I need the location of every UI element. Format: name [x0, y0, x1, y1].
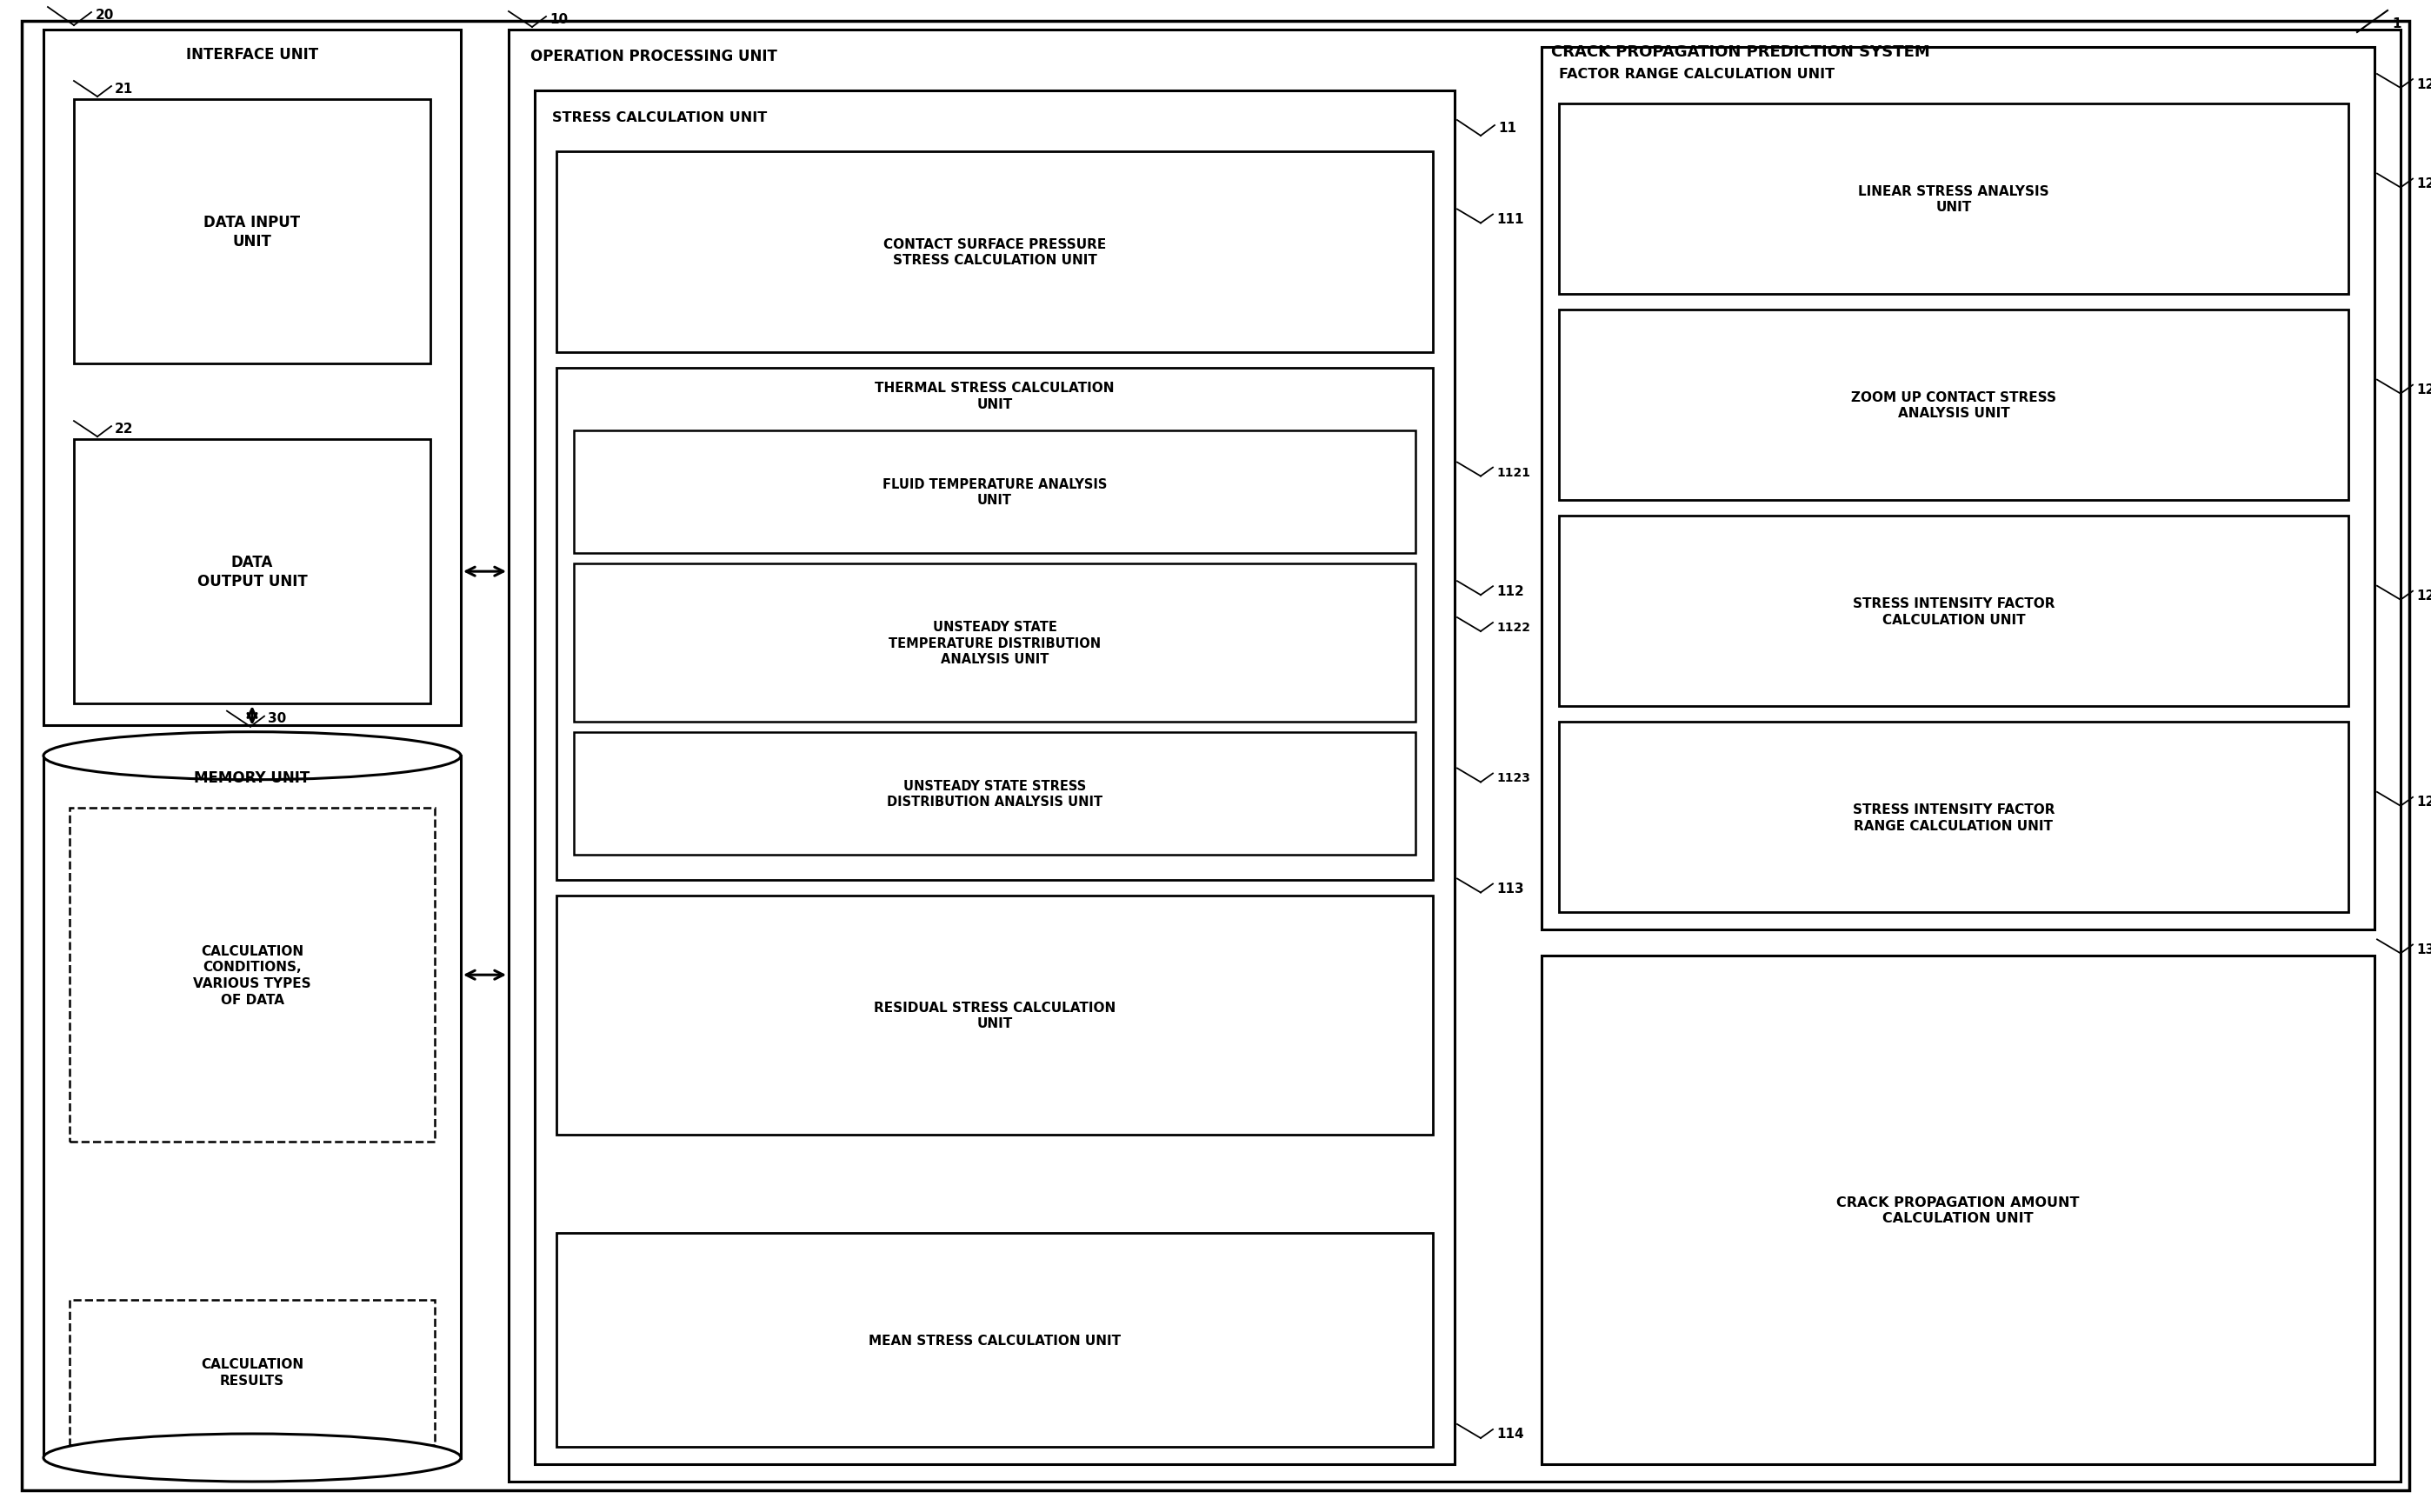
Text: 1122: 1122 — [1497, 621, 1529, 634]
Text: CALCULATION
RESULTS: CALCULATION RESULTS — [202, 1358, 304, 1387]
Bar — [574, 431, 1415, 553]
Text: CRACK PROPAGATION PREDICTION SYSTEM: CRACK PROPAGATION PREDICTION SYSTEM — [1551, 44, 1930, 60]
Bar — [1558, 723, 2348, 913]
Text: ZOOM UP CONTACT STRESS
ANALYSIS UNIT: ZOOM UP CONTACT STRESS ANALYSIS UNIT — [1850, 392, 2057, 420]
Text: STRESS INTENSITY FACTOR
CALCULATION UNIT: STRESS INTENSITY FACTOR CALCULATION UNIT — [1852, 597, 2054, 626]
Ellipse shape — [44, 732, 462, 780]
Text: 21: 21 — [114, 82, 134, 95]
Bar — [1541, 956, 2375, 1464]
Bar — [70, 809, 435, 1142]
Text: STRESS CALCULATION UNIT: STRESS CALCULATION UNIT — [552, 110, 768, 124]
Text: 11: 11 — [1497, 121, 1517, 135]
Text: RESIDUAL STRESS CALCULATION
UNIT: RESIDUAL STRESS CALCULATION UNIT — [873, 1001, 1116, 1030]
Text: DATA
OUTPUT UNIT: DATA OUTPUT UNIT — [197, 555, 306, 590]
Text: MEAN STRESS CALCULATION UNIT: MEAN STRESS CALCULATION UNIT — [868, 1334, 1121, 1347]
Bar — [1558, 310, 2348, 500]
Text: CONTACT SURFACE PRESSURE
STRESS CALCULATION UNIT: CONTACT SURFACE PRESSURE STRESS CALCULAT… — [882, 237, 1106, 268]
Bar — [1558, 516, 2348, 706]
Text: 113: 113 — [1497, 881, 1524, 895]
Text: OPERATION PROCESSING UNIT: OPERATION PROCESSING UNIT — [530, 48, 778, 65]
Text: 1: 1 — [2392, 18, 2402, 30]
Bar — [557, 1234, 1432, 1447]
Bar — [574, 564, 1415, 723]
Text: UNSTEADY STATE
TEMPERATURE DISTRIBUTION
ANALYSIS UNIT: UNSTEADY STATE TEMPERATURE DISTRIBUTION … — [887, 620, 1101, 665]
Text: LINEAR STRESS ANALYSIS
UNIT: LINEAR STRESS ANALYSIS UNIT — [1857, 184, 2049, 215]
Bar — [73, 100, 430, 364]
Text: CRACK PROPAGATION AMOUNT
CALCULATION UNIT: CRACK PROPAGATION AMOUNT CALCULATION UNI… — [1835, 1196, 2079, 1225]
Bar — [557, 153, 1432, 352]
Text: MEMORY UNIT: MEMORY UNIT — [194, 770, 311, 786]
Text: 13: 13 — [2416, 943, 2431, 956]
Text: 1121: 1121 — [1497, 466, 1529, 478]
Text: DATA INPUT
UNIT: DATA INPUT UNIT — [204, 215, 301, 249]
Bar — [44, 756, 462, 1458]
Bar — [557, 369, 1432, 880]
Text: STRESS INTENSITY FACTOR
RANGE CALCULATION UNIT: STRESS INTENSITY FACTOR RANGE CALCULATIO… — [1852, 803, 2054, 832]
Text: 10: 10 — [549, 12, 569, 26]
Text: 123: 123 — [2416, 590, 2431, 602]
Text: 30: 30 — [267, 712, 287, 724]
Text: 12: 12 — [2416, 77, 2431, 91]
Bar — [535, 91, 1454, 1464]
Text: 20: 20 — [95, 8, 114, 21]
Bar — [1541, 48, 2375, 930]
Text: 122: 122 — [2416, 384, 2431, 396]
Bar — [44, 30, 462, 726]
Text: 112: 112 — [1497, 585, 1524, 597]
Bar — [557, 895, 1432, 1136]
Text: FLUID TEMPERATURE ANALYSIS
UNIT: FLUID TEMPERATURE ANALYSIS UNIT — [882, 478, 1106, 507]
Bar — [574, 732, 1415, 856]
Text: INTERFACE UNIT: INTERFACE UNIT — [187, 47, 318, 62]
Text: 22: 22 — [114, 422, 134, 435]
Bar — [73, 440, 430, 705]
Bar — [70, 1300, 435, 1444]
Text: CALCULATION
CONDITIONS,
VARIOUS TYPES
OF DATA: CALCULATION CONDITIONS, VARIOUS TYPES OF… — [192, 945, 311, 1005]
Text: 114: 114 — [1497, 1427, 1524, 1441]
Text: 1123: 1123 — [1497, 773, 1529, 785]
Text: THERMAL STRESS CALCULATION
UNIT: THERMAL STRESS CALCULATION UNIT — [875, 381, 1113, 411]
Text: 121: 121 — [2416, 177, 2431, 191]
Ellipse shape — [44, 1433, 462, 1482]
Bar — [1558, 104, 2348, 295]
Text: UNSTEADY STATE STRESS
DISTRIBUTION ANALYSIS UNIT: UNSTEADY STATE STRESS DISTRIBUTION ANALY… — [887, 779, 1104, 809]
Text: FACTOR RANGE CALCULATION UNIT: FACTOR RANGE CALCULATION UNIT — [1558, 68, 1835, 80]
Text: 124: 124 — [2416, 795, 2431, 809]
Bar — [508, 30, 2399, 1482]
Text: 111: 111 — [1497, 213, 1524, 225]
